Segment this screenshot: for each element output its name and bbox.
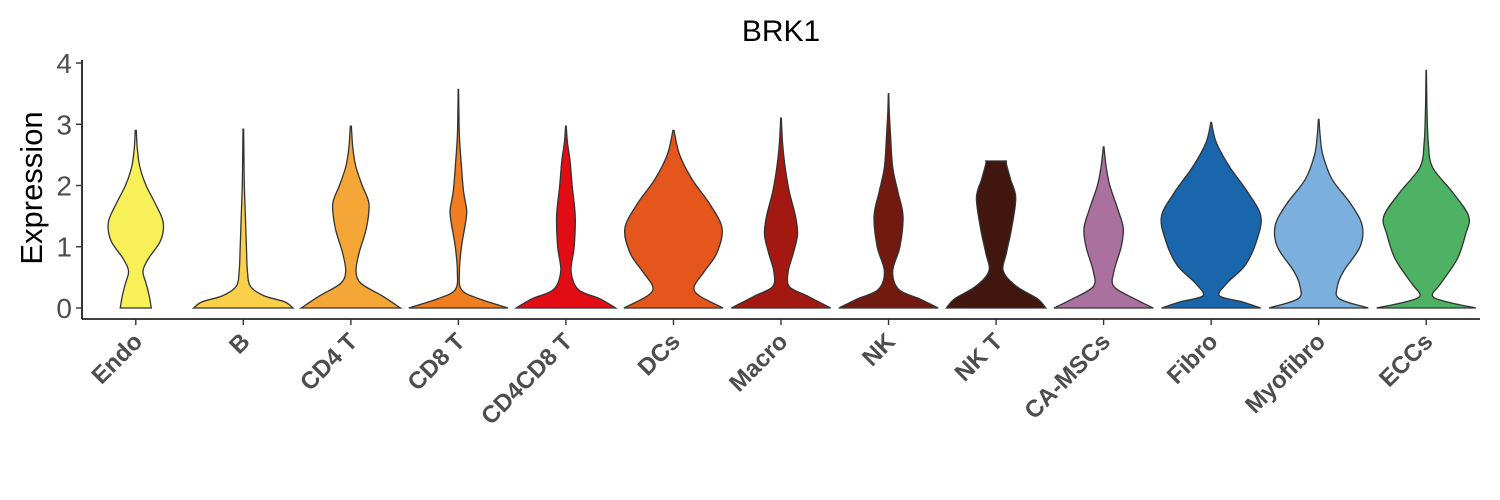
violin-myofibro [1268, 118, 1369, 309]
violin-fibro [1160, 121, 1262, 309]
violin-dcs [623, 129, 724, 309]
x-tick-label-nk: NK [857, 328, 901, 372]
x-tick-label-cd4-t: CD4 T [295, 328, 363, 396]
y-tick-label: 2 [56, 171, 72, 202]
violin-endo [107, 129, 165, 309]
y-axis-label: Expression [14, 111, 49, 264]
violin-ca-mscs [1053, 146, 1154, 309]
violin-nk [838, 93, 939, 309]
violin-macro [731, 117, 831, 309]
y-tick-label: 4 [56, 48, 72, 79]
x-tick-label-fibro: Fibro [1162, 328, 1224, 390]
violins-group [107, 69, 1477, 309]
y-tick-label: 0 [56, 293, 72, 324]
x-tick-label-cd4cd8-t: CD4CD8 T [476, 328, 578, 430]
x-tick-label-cd8-t: CD8 T [402, 328, 470, 396]
violin-cd8-t [408, 88, 509, 309]
violin-b [191, 128, 295, 309]
x-tick-label-myofibro: Myofibro [1240, 328, 1331, 419]
violin-eccs [1376, 69, 1477, 309]
x-tick-label-nk-t: NK T [950, 328, 1009, 387]
x-ticks-group: Endo B CD4 T CD8 T CD4CD8 T DCs Macro NK NK T CA-… [86, 319, 1438, 430]
x-tick-label-ca-mscs: CA-MSCs [1019, 328, 1115, 424]
y-tick-label: 1 [56, 232, 72, 263]
x-tick-label-eccs: ECCs [1374, 328, 1438, 392]
x-tick-label-dcs: DCs [633, 328, 686, 381]
x-tick-label-macro: Macro [724, 328, 793, 397]
y-ticks-group: 0 1 2 3 4 [56, 48, 82, 324]
violin-nk-t [944, 160, 1048, 309]
violin-cd4-t [299, 125, 403, 309]
x-tick-label-endo: Endo [86, 328, 148, 390]
violin-cd4cd8-t [513, 125, 618, 309]
x-tick-label-b: B [224, 328, 255, 359]
chart-title: BRK1 [742, 15, 820, 48]
y-tick-label: 3 [56, 109, 72, 140]
